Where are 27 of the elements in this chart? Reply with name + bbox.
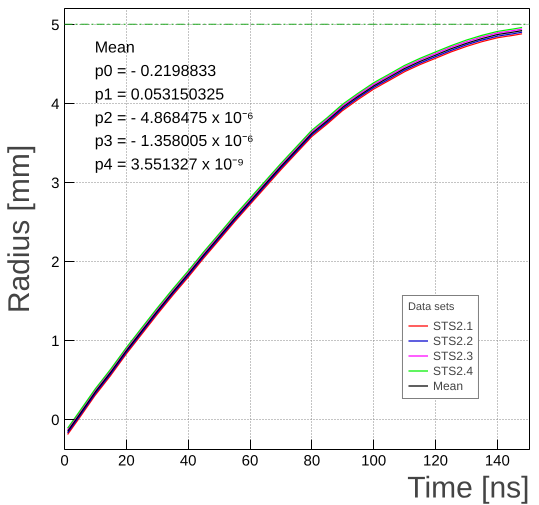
x-tick-label: 80 [304, 452, 320, 470]
legend-label: STS2.1 [432, 318, 473, 333]
x-tick-label: 100 [361, 452, 386, 470]
annotation: p3 = - 1.358005 x 10⁻⁶ [94, 133, 254, 150]
legend-label: STS2.2 [432, 333, 473, 348]
x-tick-label: 120 [422, 452, 448, 470]
x-tick-label: 60 [242, 452, 258, 470]
y-tick-label: 2 [51, 254, 60, 271]
annotation: p2 = - 4.868475 x 10⁻⁶ [94, 110, 254, 127]
annotation: p1 = 0.053150325 [94, 86, 224, 104]
y-tick-label: 5 [51, 16, 60, 34]
x-tick-label: 20 [118, 452, 135, 470]
annotation: Mean [94, 40, 135, 57]
y-tick-label: 0 [51, 412, 60, 429]
y-axis-title: Radius [mm] [3, 144, 36, 314]
y-tick-label: 3 [51, 174, 60, 192]
annotation: p0 = - 0.2198833 [94, 63, 216, 80]
x-axis-title: Time [ns] [407, 472, 530, 504]
x-tick-label: 140 [484, 452, 510, 470]
y-tick-label: 4 [51, 96, 60, 113]
legend-label: STS2.4 [432, 363, 473, 378]
legend-label: Mean [432, 378, 463, 393]
legend-title: Data sets [408, 301, 456, 313]
x-tick-label: 40 [180, 452, 197, 470]
y-tick-label: 1 [51, 332, 60, 350]
legend-label: STS2.3 [432, 348, 473, 363]
annotation: p4 = 3.551327 x 10⁻⁹ [94, 156, 244, 174]
